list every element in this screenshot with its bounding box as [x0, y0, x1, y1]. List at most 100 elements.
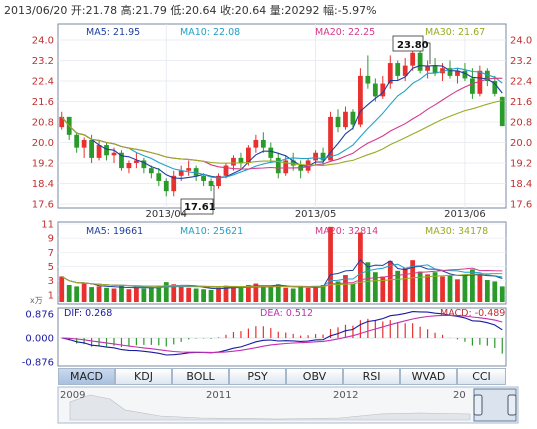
- candle-body: [275, 157, 281, 174]
- candles-layer: [59, 45, 505, 197]
- candle-body: [119, 152, 124, 169]
- tab-rsi[interactable]: RSI: [343, 368, 400, 385]
- info-open: 21.78: [86, 4, 118, 17]
- info-volume-label: 量:: [270, 4, 285, 17]
- volume-bar: [96, 286, 102, 302]
- nav-year-2: 2011: [206, 390, 231, 401]
- price-tick-label-right: 20.8: [510, 118, 532, 129]
- macd-legend-dif: DIF: 0.268: [64, 308, 112, 319]
- info-high: 21.79: [135, 4, 167, 17]
- vol-legend-ma5: MA5: 19661: [86, 226, 143, 237]
- volume-bar: [253, 283, 259, 302]
- candle-body: [156, 173, 162, 181]
- candle-body: [402, 65, 408, 76]
- candle-body: [238, 157, 244, 163]
- candle-body: [260, 139, 266, 148]
- volume-bar: [246, 284, 251, 302]
- navigator-history-area: [69, 394, 471, 421]
- nav-year-3: 2012: [333, 390, 358, 401]
- candle-body: [499, 96, 505, 127]
- candle-body: [216, 175, 221, 187]
- candle-body: [410, 52, 416, 66]
- volume-bar: [320, 284, 326, 302]
- volume-bar: [283, 287, 289, 302]
- volume-bar: [163, 282, 169, 302]
- candle-body: [96, 145, 102, 158]
- volume-bar: [470, 269, 475, 302]
- candle-body: [455, 70, 460, 76]
- volume-bar: [499, 286, 505, 302]
- volume-ma-layer: [61, 259, 503, 290]
- price-ma-layer: [61, 65, 503, 179]
- volume-bar: [328, 226, 333, 302]
- candle-body: [447, 68, 453, 76]
- candle-body: [126, 163, 132, 169]
- volume-bar: [171, 284, 177, 302]
- candle-body: [223, 165, 229, 176]
- volume-bar: [447, 275, 453, 302]
- macd-dea-line: [61, 314, 503, 353]
- volume-bar: [492, 281, 498, 302]
- tab-wvad[interactable]: WVAD: [400, 368, 457, 385]
- price-tick-label-left: 19.2: [32, 159, 54, 170]
- volume-bar: [350, 283, 356, 302]
- tab-cci[interactable]: CCI: [457, 368, 506, 385]
- legend-ma30: MA30: 21.67: [425, 27, 485, 38]
- candle-body: [328, 116, 333, 161]
- candle-body: [417, 52, 423, 71]
- volume-bar: [119, 285, 124, 302]
- tab-psy[interactable]: PSY: [229, 368, 286, 385]
- volume-bar: [268, 287, 274, 302]
- volume-bar: [372, 272, 378, 302]
- volume-bar: [59, 276, 65, 302]
- candle-body: [492, 81, 498, 94]
- volume-bar: [223, 285, 229, 302]
- candle-body: [350, 111, 356, 125]
- info-high-label: 高:: [121, 3, 136, 17]
- low-marker-label: 17.61: [184, 202, 216, 213]
- candle-body: [395, 63, 401, 76]
- macd-tick-label: 0.876: [25, 310, 54, 321]
- nav-year-1: 2009: [60, 390, 85, 401]
- volume-bar: [81, 283, 87, 302]
- candle-body: [365, 75, 371, 84]
- tab-obv[interactable]: OBV: [286, 368, 343, 385]
- tab-boll[interactable]: BOLL: [172, 368, 229, 385]
- nav-year-4: 20: [453, 390, 466, 401]
- macd-tick-label: 0.000: [25, 334, 54, 345]
- candle-body: [387, 63, 393, 84]
- candle-body: [231, 157, 236, 166]
- navigator-left-handle[interactable]: [473, 394, 483, 416]
- info-close-label: 收:: [220, 3, 235, 17]
- price-tick-label-right: 20.0: [510, 138, 532, 149]
- volume-tick-label: 9: [48, 234, 54, 245]
- price-tick-label-left: 22.4: [32, 77, 54, 88]
- navigator-right-handle[interactable]: [507, 394, 517, 416]
- candle-body: [335, 116, 341, 128]
- tab-macd[interactable]: MACD: [58, 368, 115, 385]
- tab-kdj[interactable]: KDJ: [115, 368, 172, 385]
- volume-bar: [208, 289, 214, 302]
- volume-bar: [365, 262, 371, 302]
- candle-body: [193, 168, 199, 176]
- macd-tick-label: -0.876: [22, 358, 54, 369]
- info-low-label: 低:: [170, 4, 185, 17]
- candle-body: [484, 70, 490, 81]
- volume-bar: [186, 287, 192, 302]
- info-close: 20.64: [235, 4, 267, 17]
- volume-bar: [335, 281, 341, 302]
- candle-body: [462, 70, 468, 79]
- volume-unit: x万: [30, 296, 43, 305]
- info-volume: 20292: [285, 4, 320, 17]
- volume-bar: [201, 289, 206, 302]
- macd-legend-macd: MACD: -0.489: [440, 308, 505, 319]
- volume-bar: [238, 287, 244, 302]
- info-change-label: 幅:: [323, 4, 338, 17]
- volume-bar: [298, 287, 304, 302]
- candle-body: [104, 145, 109, 156]
- candle-body: [320, 152, 326, 161]
- price-tick-label-left: 20.0: [32, 138, 54, 149]
- price-tick-label-right: 18.4: [510, 179, 532, 190]
- volume-bar: [148, 287, 154, 302]
- candle-body: [470, 78, 475, 94]
